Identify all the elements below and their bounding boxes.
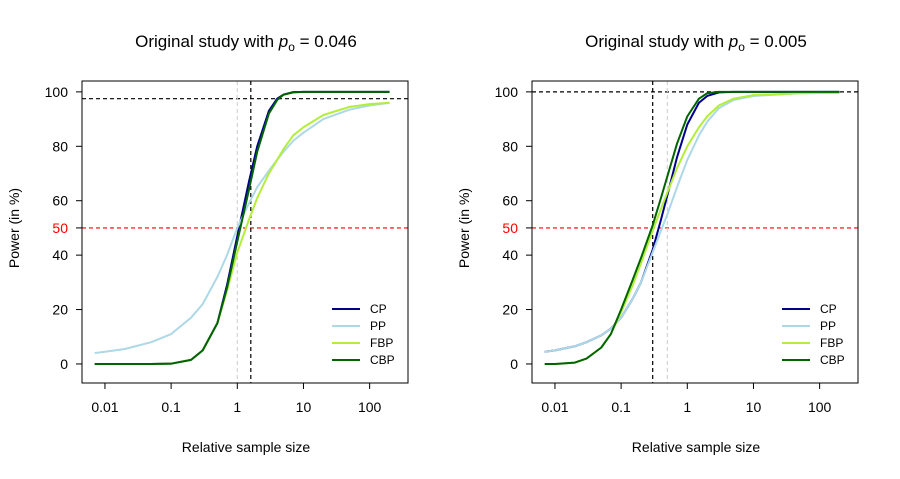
x-axis-label: Relative sample size (632, 439, 761, 455)
legend-label-cp: CP (370, 302, 387, 316)
x-tick-label: 1 (233, 399, 241, 415)
y-axis-label: Power (in %) (6, 188, 22, 268)
y-tick-label: 80 (52, 138, 68, 154)
legend-label-cbp: CBP (820, 353, 845, 367)
y-tick-label: 40 (502, 247, 518, 263)
x-tick-label: 10 (746, 399, 762, 415)
x-tick-label: 0.01 (91, 399, 118, 415)
chart-panel-left: Original study with po = 0.046 Relative … (6, 32, 409, 455)
plot-frame (531, 80, 859, 384)
legend-label-cbp: CBP (370, 353, 395, 367)
y-tick-label: 100 (45, 84, 69, 100)
chart-title: Original study with po = 0.005 (585, 32, 807, 54)
legend-label-pp: PP (820, 319, 836, 333)
y-tick-label: 60 (502, 193, 518, 209)
series-line-pp (94, 101, 390, 355)
chart-panel-right: Original study with po = 0.005 Relative … (456, 32, 859, 455)
y-axis-label: Power (in %) (456, 188, 472, 268)
x-tick-label: 1 (683, 399, 691, 415)
y-tick-label: 60 (52, 193, 68, 209)
series-line-pp (544, 91, 840, 353)
legend-label-fbp: FBP (820, 336, 843, 350)
series-line-cbp (94, 90, 390, 365)
y-tick-label-highlight: 50 (52, 220, 68, 236)
y-tick-label: 100 (495, 84, 519, 100)
series-line-fbp (94, 101, 390, 365)
legend-label-cp: CP (820, 302, 837, 316)
y-tick-label: 80 (502, 138, 518, 154)
chart-title: Original study with po = 0.046 (135, 32, 357, 54)
y-tick-label: 20 (502, 302, 518, 318)
x-tick-label: 100 (808, 399, 832, 415)
x-axis-label: Relative sample size (182, 439, 311, 455)
y-tick-label: 20 (52, 302, 68, 318)
y-tick-label-highlight: 50 (502, 220, 518, 236)
x-tick-label: 100 (358, 399, 382, 415)
legend-label-pp: PP (370, 319, 386, 333)
legend-label-fbp: FBP (370, 336, 393, 350)
plot-frame (81, 80, 409, 384)
y-tick-label: 0 (510, 356, 518, 372)
y-tick-label: 0 (60, 356, 68, 372)
x-tick-label: 10 (296, 399, 312, 415)
series-line-cp (544, 90, 840, 353)
x-tick-label: 0.01 (541, 399, 568, 415)
x-tick-label: 0.1 (611, 399, 631, 415)
x-tick-label: 0.1 (161, 399, 181, 415)
series-line-cbp (544, 90, 840, 365)
y-tick-label: 40 (52, 247, 68, 263)
